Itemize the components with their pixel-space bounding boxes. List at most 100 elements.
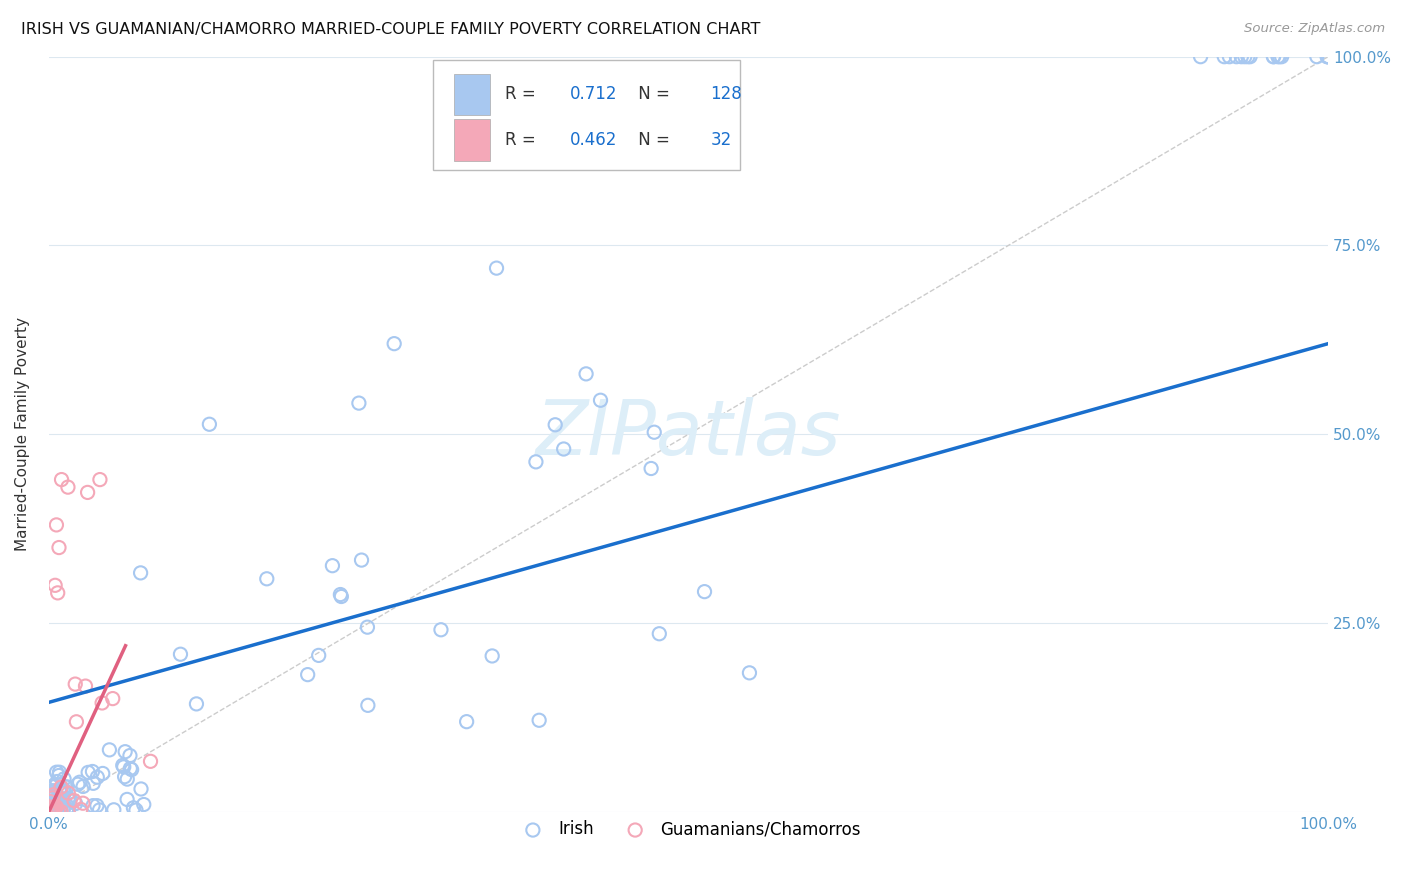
Point <box>186 697 208 711</box>
Point <box>75 679 97 693</box>
Point <box>91 696 114 710</box>
Point <box>58 792 80 806</box>
Point <box>65 797 87 811</box>
Point <box>544 417 567 432</box>
Point <box>49 780 72 794</box>
Point <box>356 620 378 634</box>
Point <box>42 790 65 805</box>
Point <box>56 780 79 794</box>
Point <box>46 774 69 789</box>
Point <box>45 799 67 814</box>
Text: Source: ZipAtlas.com: Source: ZipAtlas.com <box>1244 22 1385 36</box>
Point <box>120 762 142 776</box>
Point <box>52 803 75 817</box>
Point <box>52 784 75 798</box>
Text: ZIPatlas: ZIPatlas <box>536 397 841 471</box>
Point <box>45 517 67 532</box>
Point <box>357 698 380 713</box>
Text: R =: R = <box>506 86 541 103</box>
Point <box>48 765 70 780</box>
Point <box>640 461 662 475</box>
Point <box>44 796 66 810</box>
Point <box>58 786 80 800</box>
Point <box>86 798 108 813</box>
Point <box>58 791 80 805</box>
Point <box>44 804 66 818</box>
Point <box>42 803 65 817</box>
Point <box>1317 50 1340 64</box>
Point <box>139 754 162 768</box>
Point <box>330 590 353 604</box>
Point <box>41 805 63 819</box>
Point <box>48 541 70 555</box>
Point <box>48 797 70 811</box>
Point <box>1317 50 1340 64</box>
Point <box>430 623 453 637</box>
Point <box>44 799 66 814</box>
Text: 128: 128 <box>710 86 742 103</box>
Point <box>39 797 62 812</box>
Bar <box>454 119 491 161</box>
Point <box>382 336 405 351</box>
Point <box>45 765 67 780</box>
Point <box>49 805 72 819</box>
Point <box>46 796 69 810</box>
Point <box>44 780 66 794</box>
Point <box>77 765 100 780</box>
Point <box>52 792 75 806</box>
Point <box>308 648 330 663</box>
Point <box>58 793 80 807</box>
Point <box>53 786 76 800</box>
Point <box>48 768 70 782</box>
Point <box>524 455 547 469</box>
Point <box>1233 50 1256 64</box>
Point <box>1189 50 1212 64</box>
Point <box>456 714 478 729</box>
Point <box>41 796 63 810</box>
Point <box>69 805 91 819</box>
Point <box>1225 50 1247 64</box>
Point <box>48 793 70 807</box>
Point <box>46 586 69 600</box>
Point <box>72 796 94 810</box>
Point <box>589 393 612 408</box>
Point <box>44 784 66 798</box>
Point <box>198 417 221 432</box>
Point <box>39 792 62 806</box>
Point <box>350 553 373 567</box>
Point <box>1263 50 1285 64</box>
Point <box>256 572 278 586</box>
Point <box>1230 50 1253 64</box>
Point <box>42 779 65 793</box>
Point <box>39 795 62 809</box>
Text: 0.462: 0.462 <box>569 131 617 149</box>
Y-axis label: Married-Couple Family Poverty: Married-Couple Family Poverty <box>15 318 30 551</box>
Point <box>89 473 111 487</box>
Point <box>49 784 72 798</box>
Point <box>52 781 75 796</box>
Point <box>738 665 761 680</box>
Point <box>329 588 352 602</box>
Point <box>129 566 152 580</box>
Point <box>56 480 79 494</box>
Bar <box>454 74 491 115</box>
Point <box>643 425 665 440</box>
FancyBboxPatch shape <box>433 61 740 170</box>
Point <box>45 789 67 803</box>
Point <box>65 714 87 729</box>
Text: 0.712: 0.712 <box>569 86 617 103</box>
Point <box>58 802 80 816</box>
Point <box>48 805 70 819</box>
Point <box>82 798 104 813</box>
Text: N =: N = <box>634 131 675 149</box>
Point <box>46 792 69 806</box>
Point <box>44 801 66 815</box>
Point <box>51 473 73 487</box>
Point <box>42 789 65 803</box>
Point <box>41 785 63 799</box>
Point <box>114 745 136 759</box>
Point <box>1316 50 1339 64</box>
Point <box>42 799 65 814</box>
Point <box>63 793 86 807</box>
Point <box>42 797 65 812</box>
